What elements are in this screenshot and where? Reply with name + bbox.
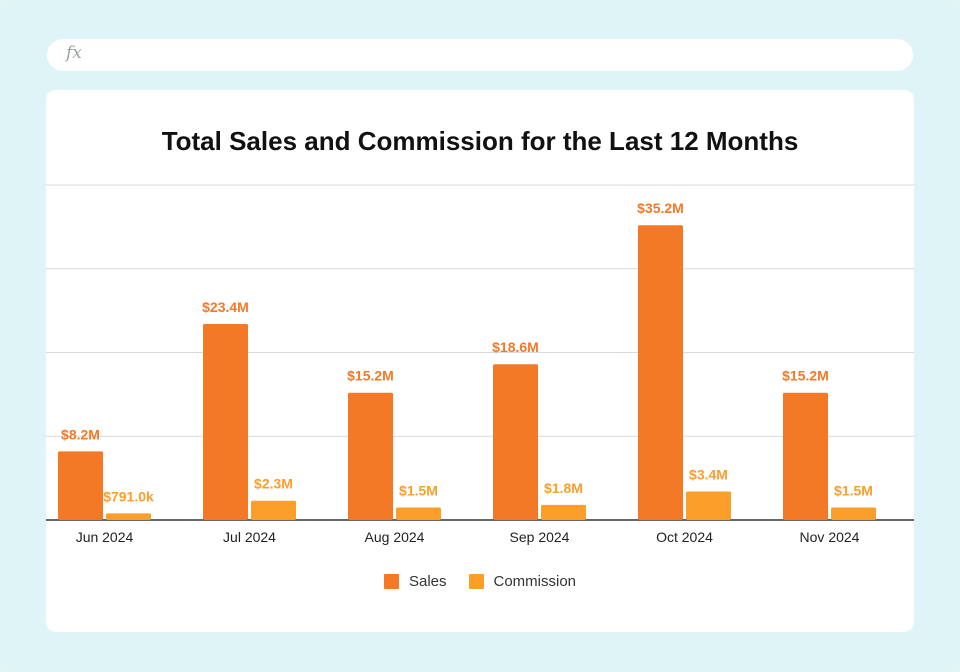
bar-commission-1: [251, 500, 296, 520]
bars: [58, 225, 876, 520]
data-label-commission-3: $1.8M: [544, 480, 583, 496]
data-label-sales-1: $23.4M: [202, 299, 249, 315]
bar-sales-0: [58, 451, 103, 520]
data-label-commission-2: $1.5M: [399, 482, 438, 498]
data-label-sales-2: $15.2M: [347, 368, 394, 384]
data-label-sales-0: $8.2M: [61, 426, 100, 442]
formula-bar[interactable]: fx: [47, 39, 913, 71]
chart-title: Total Sales and Commission for the Last …: [161, 126, 799, 156]
legend-swatch-sales: [383, 574, 399, 589]
x-tick-label-0: Jun 2024: [76, 529, 134, 545]
x-tick-label-3: Sep 2024: [510, 529, 570, 545]
data-label-commission-1: $2.3M: [254, 476, 293, 492]
bar-chart: $8.2M $791.0k $23.4M $2.3M $15.2M $1.5M $18.6M…: [46, 184, 914, 545]
legend-swatch-commission: [468, 574, 484, 589]
bar-commission-3: [541, 504, 586, 520]
x-tick-label-5: Nov 2024: [800, 529, 860, 545]
chart-card: Total Sales and Commission for the Last …: [46, 90, 914, 632]
data-labels: $8.2M $791.0k $23.4M $2.3M $15.2M $1.5M $18.6M…: [61, 200, 873, 504]
data-label-sales-4: $35.2M: [637, 200, 684, 216]
bar-commission-5: [831, 507, 876, 520]
bar-commission-4: [686, 491, 731, 520]
formula-icon: fx: [66, 43, 82, 63]
data-label-commission-5: $1.5M: [834, 482, 873, 498]
bar-commission-0: [106, 513, 151, 520]
legend-label-sales: Sales: [408, 573, 447, 590]
legend-label-commission: Commission: [493, 573, 577, 590]
x-tick-labels: Jun 2024 Jul 2024 Aug 2024 Sep 2024 Oct 2024…: [76, 529, 860, 545]
grid-lines: [46, 184, 914, 521]
x-tick-label-1: Jul 2024: [223, 529, 276, 545]
legend: Sales Commission: [46, 573, 914, 590]
x-tick-label-2: Aug 2024: [365, 529, 425, 545]
legend-item-sales: Sales: [383, 573, 447, 590]
bar-commission-2: [396, 507, 441, 520]
x-tick-label-4: Oct 2024: [656, 529, 713, 545]
legend-item-commission: Commission: [468, 573, 577, 590]
bar-sales-4: [638, 225, 683, 520]
data-label-sales-5: $15.2M: [782, 368, 829, 384]
bar-sales-5: [783, 392, 828, 520]
bar-sales-1: [203, 324, 248, 520]
bar-sales-2: [348, 392, 393, 520]
data-label-sales-3: $18.6M: [492, 339, 539, 355]
data-label-commission-0: $791.0k: [103, 488, 154, 504]
bar-sales-3: [493, 364, 538, 520]
data-label-commission-4: $3.4M: [689, 467, 728, 483]
